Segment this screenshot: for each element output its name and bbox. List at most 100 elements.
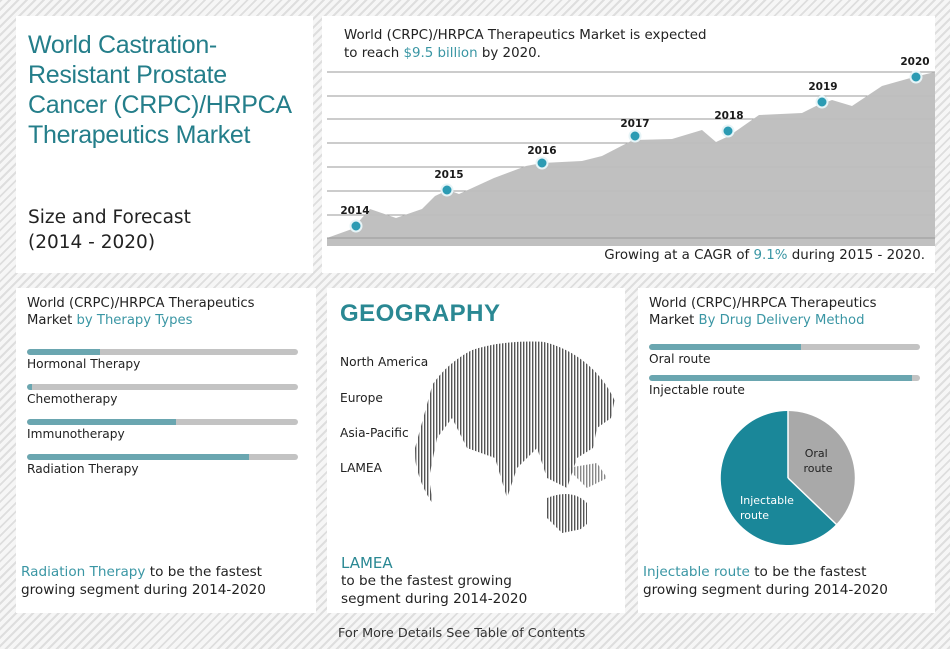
bar-label: Injectable route xyxy=(649,383,745,397)
svg-text:2017: 2017 xyxy=(620,118,649,130)
bar-fill xyxy=(649,375,912,381)
note-line: segment during 2014-2020 xyxy=(341,591,528,607)
title-panel: World Castration- Resistant Prostate Can… xyxy=(16,16,313,273)
note-line: Radiation Therapy to be the fastest xyxy=(21,563,266,581)
cagr-note: Growing at a CAGR of 9.1% during 2015 - … xyxy=(604,248,925,263)
bar-label: Immunotherapy xyxy=(27,427,125,441)
bar-track xyxy=(27,349,298,355)
note-line: growing segment during 2014-2020 xyxy=(643,582,888,598)
bar-oral-route: Oral route xyxy=(649,344,920,366)
subtitle-years: (2014 - 2020) xyxy=(28,232,156,253)
svg-text:2019: 2019 xyxy=(808,81,837,93)
marker-2014: 2014 xyxy=(340,205,370,233)
marker-2020: 2020 xyxy=(900,56,930,84)
title-line: Cancer (CRPC)/HRPCA xyxy=(28,91,292,119)
marker-2018: 2018 xyxy=(714,110,744,138)
bar-fill xyxy=(649,344,801,350)
note-text: to be the fastest xyxy=(749,564,867,580)
region-europe: Europe xyxy=(340,391,383,405)
marker-2015: 2015 xyxy=(434,169,464,197)
area-chart: 2014 2015 2016 2017 2018 2019 2020 xyxy=(327,56,935,246)
table-of-contents-note: For More Details See Table of Contents xyxy=(338,626,586,641)
therapy-panel-title: World (CRPC)/HRPCA Therapeutics Market b… xyxy=(27,295,255,329)
delivery-pie-chart: Oral route Injectable route xyxy=(720,410,855,545)
panel-title-text: Market xyxy=(27,313,77,328)
marker-2019: 2019 xyxy=(808,81,838,109)
subtitle: Size and Forecast (2014 - 2020) xyxy=(28,205,191,255)
marker-2017: 2017 xyxy=(620,118,650,143)
bar-immunotherapy: Immunotherapy xyxy=(27,419,298,441)
bar-hormonal-therapy: Hormonal Therapy xyxy=(27,349,298,371)
region-lamea: LAMEA xyxy=(340,461,382,475)
bar-fill xyxy=(27,419,177,425)
bar-track xyxy=(27,454,298,460)
svg-text:2018: 2018 xyxy=(714,110,743,122)
bar-label: Radiation Therapy xyxy=(27,462,139,476)
note-highlight: Radiation Therapy xyxy=(21,564,146,580)
note-text: to be the fastest xyxy=(145,564,262,580)
main-title: World Castration- Resistant Prostate Can… xyxy=(28,30,313,150)
bar-label: Chemotherapy xyxy=(27,392,118,406)
geo-note: to be the fastest growing segment during… xyxy=(341,572,527,608)
therapy-note: Radiation Therapy to be the fastest grow… xyxy=(21,563,266,599)
panel-title-text: Market xyxy=(649,313,699,328)
therapy-types-panel: World (CRPC)/HRPCA Therapeutics Market b… xyxy=(16,288,316,613)
panel-title-highlight: By Drug Delivery Method xyxy=(698,313,865,328)
bar-track xyxy=(649,344,920,350)
note-line: Injectable route to be the fastest xyxy=(643,563,888,581)
market-headline: World (CRPC)/HRPCA Therapeutics Market i… xyxy=(344,27,707,63)
headline-text: by 2020. xyxy=(477,46,541,61)
svg-text:2015: 2015 xyxy=(434,169,463,181)
panel-title-line: World (CRPC)/HRPCA Therapeutics xyxy=(649,296,877,311)
panel-title-highlight: by Therapy Types xyxy=(76,313,193,328)
bar-fill xyxy=(27,349,101,355)
bar-label: Oral route xyxy=(649,352,711,366)
svg-text:2020: 2020 xyxy=(900,56,929,68)
note-highlight: Injectable route xyxy=(643,564,750,580)
region-asia-pacific: Asia-Pacific xyxy=(340,426,409,440)
cagr-text: during 2015 - 2020. xyxy=(787,248,925,263)
headline-line2: to reach $9.5 billion by 2020. xyxy=(344,45,707,63)
pie-slice-oral xyxy=(788,411,855,524)
bar-fill xyxy=(27,454,250,460)
cagr-text: Growing at a CAGR of xyxy=(604,248,754,263)
globe-icon xyxy=(415,341,617,548)
panel-title-line: World (CRPC)/HRPCA Therapeutics xyxy=(27,296,255,311)
title-line: Therapeutics Market xyxy=(28,121,251,149)
pie-label-oral: Oral route xyxy=(803,447,832,475)
drug-delivery-panel: World (CRPC)/HRPCA Therapeutics Market B… xyxy=(638,288,935,613)
panel-title-line: Market By Drug Delivery Method xyxy=(649,312,877,329)
geography-panel: GEOGRAPHY North America Europe Asia-Paci… xyxy=(327,288,625,613)
svg-text:2016: 2016 xyxy=(527,145,556,157)
delivery-note: Injectable route to be the fastest growi… xyxy=(643,563,888,599)
headline-line1: World (CRPC)/HRPCA Therapeutics Market i… xyxy=(344,28,707,43)
marker-2016: 2016 xyxy=(527,145,557,170)
geography-title: GEOGRAPHY xyxy=(340,300,501,327)
bar-injectable-route: Injectable route xyxy=(649,375,920,397)
geo-note-highlight: LAMEA xyxy=(341,554,393,572)
region-north-america: North America xyxy=(340,355,429,369)
bar-label: Hormonal Therapy xyxy=(27,357,141,371)
headline-text: to reach xyxy=(344,46,404,61)
cagr-value: 9.1% xyxy=(753,248,788,263)
bar-track xyxy=(27,419,298,425)
bar-fill xyxy=(27,384,33,390)
market-value-highlight: $9.5 billion xyxy=(403,46,478,61)
bar-track xyxy=(27,384,298,390)
pie-label-injectable: Injectable route xyxy=(740,494,797,522)
market-chart-panel: World (CRPC)/HRPCA Therapeutics Market i… xyxy=(322,16,935,273)
delivery-panel-title: World (CRPC)/HRPCA Therapeutics Market B… xyxy=(649,295,877,329)
title-line: Resistant Prostate xyxy=(28,61,227,89)
market-area xyxy=(327,72,935,246)
note-line: growing segment during 2014-2020 xyxy=(21,582,266,598)
bar-chemotherapy: Chemotherapy xyxy=(27,384,298,406)
year-markers: 2014 2015 2016 2017 2018 2019 2020 xyxy=(340,56,930,233)
svg-text:2014: 2014 xyxy=(340,205,369,217)
panel-title-line: Market by Therapy Types xyxy=(27,312,255,329)
bar-track xyxy=(649,375,920,381)
note-line: to be the fastest growing xyxy=(341,573,512,589)
pie-slice-injectable xyxy=(720,410,837,545)
subtitle-line: Size and Forecast xyxy=(28,207,191,228)
bar-radiation-therapy: Radiation Therapy xyxy=(27,454,298,476)
title-line: World Castration- xyxy=(28,31,217,59)
